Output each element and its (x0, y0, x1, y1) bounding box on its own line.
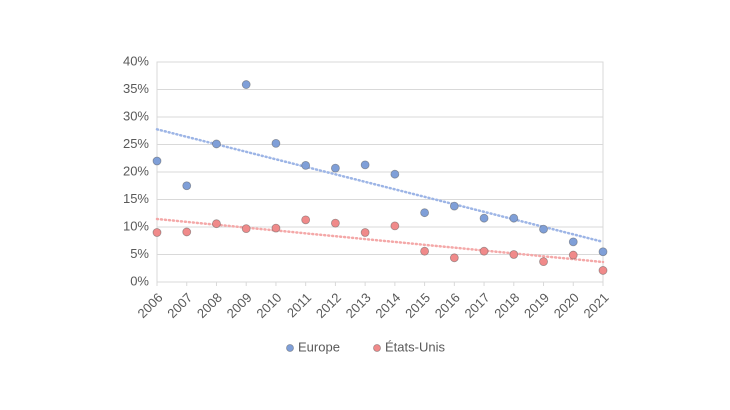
x-tick-label: 2011 (284, 290, 314, 320)
x-tick-label: 2017 (462, 290, 493, 321)
point (330, 218, 340, 228)
point (271, 223, 281, 233)
point (479, 213, 489, 223)
point (330, 163, 340, 173)
point (598, 266, 608, 275)
x-tick-label: 2009 (224, 290, 255, 321)
y-tick-label: 5% (130, 246, 149, 261)
point (301, 160, 311, 170)
y-tick-label: 15% (123, 191, 149, 206)
point (182, 181, 192, 191)
x-tick-label: 2014 (372, 290, 403, 321)
point (212, 139, 221, 149)
x-tick-label: 2018 (491, 290, 522, 321)
x-tick-label: 2015 (402, 290, 433, 321)
point (152, 228, 162, 237)
point (568, 250, 578, 260)
point (509, 213, 519, 223)
trend-line (155, 128, 605, 244)
point (390, 169, 400, 179)
point (449, 201, 459, 211)
point (301, 215, 311, 225)
point (598, 247, 608, 257)
x-tick-label: 2012 (313, 290, 344, 321)
x-tick-label: 2006 (134, 290, 165, 321)
point (390, 221, 400, 231)
trend-line (155, 217, 605, 264)
point (152, 156, 162, 166)
x-tick-label: 2016 (432, 290, 463, 321)
y-tick-label: 20% (123, 163, 149, 178)
y-tick-label: 25% (123, 136, 149, 151)
point (509, 250, 519, 259)
point (241, 80, 251, 89)
y-tick-label: 10% (123, 218, 149, 233)
legend-label: États-Unis (385, 339, 445, 354)
point (539, 257, 548, 267)
y-tick-label: 0% (130, 273, 149, 288)
legend-marker (373, 344, 381, 352)
plot-border (156, 61, 604, 283)
y-tick-label: 40% (123, 53, 149, 68)
point (568, 237, 578, 247)
legend-marker (286, 344, 294, 352)
legend-label: Europe (298, 339, 340, 354)
point (420, 246, 430, 256)
x-tick-label: 2008 (194, 290, 225, 321)
y-tick-label: 30% (123, 108, 149, 123)
x-tick-label: 2019 (521, 290, 552, 321)
point (539, 224, 548, 234)
point (479, 246, 489, 256)
x-tick-label: 2013 (343, 290, 374, 321)
point (212, 219, 221, 229)
point (360, 228, 370, 237)
x-tick-label: 2021 (580, 290, 611, 321)
x-tick-label: 2007 (164, 290, 195, 321)
y-tick-label: 35% (123, 81, 149, 96)
point (182, 227, 192, 237)
point (360, 160, 370, 170)
x-tick-label: 2010 (253, 290, 284, 321)
x-tick-label: 2020 (551, 290, 582, 321)
point (241, 224, 251, 234)
point (449, 253, 459, 263)
point (271, 138, 281, 148)
point (420, 208, 430, 218)
